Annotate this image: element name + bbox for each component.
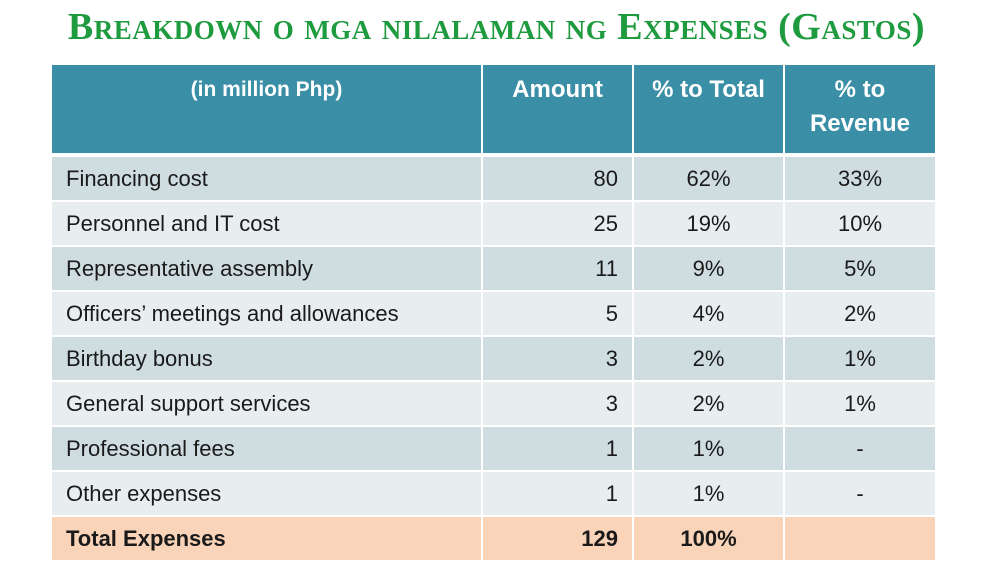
row-amount: 11 xyxy=(482,246,634,292)
row-pct-total: 2% xyxy=(633,381,785,427)
row-label: Officers’ meetings and allowances xyxy=(52,291,483,337)
row-label: Personnel and IT cost xyxy=(52,201,483,247)
row-pct-total: 9% xyxy=(633,246,785,292)
table-row: Officers’ meetings and allowances 5 4% 2… xyxy=(52,291,935,337)
total-row: Total Expenses 129 100% xyxy=(52,516,935,562)
table-row: Financing cost 80 62% 33% xyxy=(52,155,935,202)
header-unit-label: (in million Php) xyxy=(52,65,483,157)
table-row: General support services 3 2% 1% xyxy=(52,381,935,427)
expenses-table: (in million Php) Amount % to Total % to … xyxy=(52,65,935,562)
row-pct-revenue: 10% xyxy=(784,201,935,247)
row-pct-revenue: 1% xyxy=(784,336,935,382)
row-amount: 1 xyxy=(482,426,634,472)
row-amount: 3 xyxy=(482,381,634,427)
table-header-row: (in million Php) Amount % to Total % to … xyxy=(52,65,935,157)
row-pct-total: 1% xyxy=(633,426,785,472)
row-pct-total: 1% xyxy=(633,471,785,517)
header-amount: Amount xyxy=(482,65,634,157)
row-pct-total: 2% xyxy=(633,336,785,382)
row-label: Professional fees xyxy=(52,426,483,472)
row-pct-total: 19% xyxy=(633,201,785,247)
row-pct-total: 4% xyxy=(633,291,785,337)
row-amount: 1 xyxy=(482,471,634,517)
row-amount: 80 xyxy=(482,155,634,202)
row-pct-revenue: 1% xyxy=(784,381,935,427)
total-amount: 129 xyxy=(482,516,634,562)
row-pct-total: 62% xyxy=(633,155,785,202)
table-row: Personnel and IT cost 25 19% 10% xyxy=(52,201,935,247)
row-label: Financing cost xyxy=(52,155,483,202)
row-pct-revenue: - xyxy=(784,426,935,472)
table-row: Birthday bonus 3 2% 1% xyxy=(52,336,935,382)
header-pct-revenue: % to Revenue xyxy=(784,65,935,157)
row-pct-revenue: 5% xyxy=(784,246,935,292)
slide-title: Breakdown o mga nilalaman ng Expenses (G… xyxy=(67,6,926,48)
row-amount: 3 xyxy=(482,336,634,382)
table-row: Representative assembly 11 9% 5% xyxy=(52,246,935,292)
row-pct-revenue: 2% xyxy=(784,291,935,337)
row-label: Birthday bonus xyxy=(52,336,483,382)
row-label: Other expenses xyxy=(52,471,483,517)
header-pct-total: % to Total xyxy=(633,65,785,157)
total-pct-revenue xyxy=(784,516,935,562)
row-amount: 25 xyxy=(482,201,634,247)
table-row: Professional fees 1 1% - xyxy=(52,426,935,472)
row-pct-revenue: 33% xyxy=(784,155,935,202)
row-amount: 5 xyxy=(482,291,634,337)
row-label: General support services xyxy=(52,381,483,427)
total-label: Total Expenses xyxy=(52,516,483,562)
total-pct-total: 100% xyxy=(633,516,785,562)
row-pct-revenue: - xyxy=(784,471,935,517)
row-label: Representative assembly xyxy=(52,246,483,292)
table-row: Other expenses 1 1% - xyxy=(52,471,935,517)
